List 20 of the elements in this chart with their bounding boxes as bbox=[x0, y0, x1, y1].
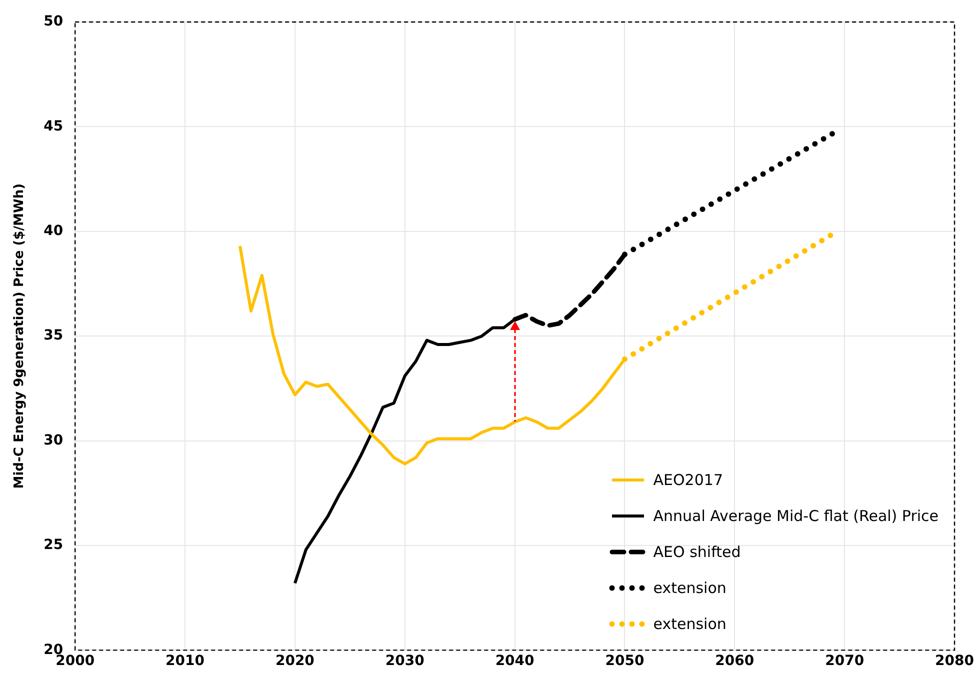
legend-label: extension bbox=[653, 579, 726, 598]
x-tick-label: 2010 bbox=[166, 653, 205, 670]
x-tick-label: 2040 bbox=[495, 653, 535, 670]
x-tick-label: 2050 bbox=[605, 653, 644, 670]
legend-label: extension bbox=[653, 615, 726, 634]
y-axis-title: Mid-C Energy 9generation) Price ($/MWh) bbox=[12, 183, 28, 489]
y-tick-label: 45 bbox=[44, 118, 64, 134]
x-tick-label: 2030 bbox=[385, 653, 425, 670]
y-tick-label: 35 bbox=[44, 328, 64, 344]
y-tick-label: 25 bbox=[44, 537, 64, 554]
x-tick-label: 2060 bbox=[715, 653, 754, 670]
x-tick-label: 2020 bbox=[275, 653, 315, 670]
y-tick-label: 50 bbox=[44, 14, 64, 30]
x-tick-label: 2080 bbox=[935, 653, 974, 670]
legend-label: AEO2017 bbox=[653, 471, 723, 490]
y-tick-label: 40 bbox=[44, 223, 64, 240]
x-tick-label: 2070 bbox=[825, 653, 864, 670]
y-tick-label: 30 bbox=[44, 432, 64, 448]
legend-label: Annual Average Mid-C flat (Real) Price bbox=[653, 507, 939, 526]
legend-label: AEO shifted bbox=[653, 543, 741, 562]
